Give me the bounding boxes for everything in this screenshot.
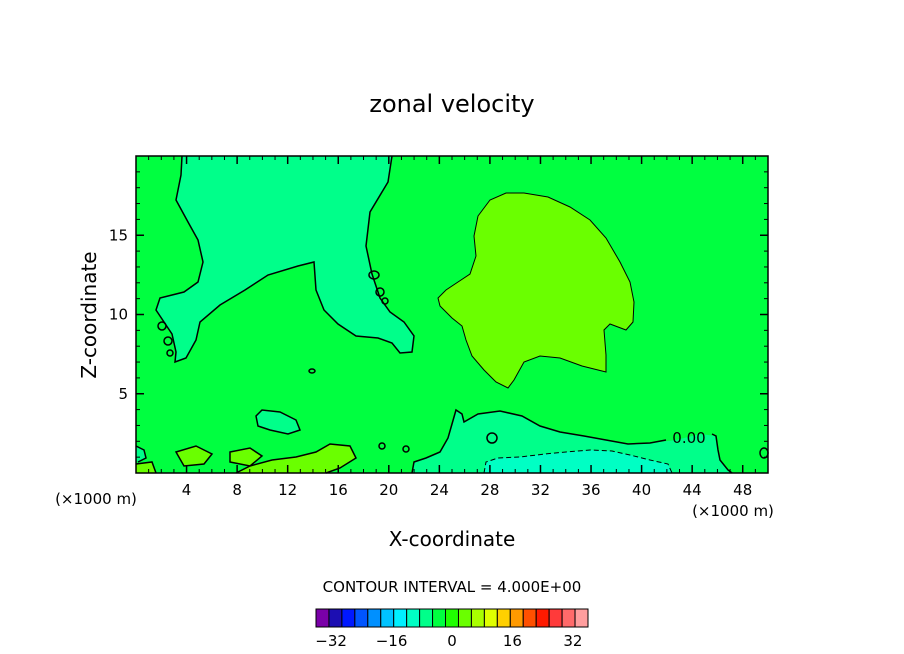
y-axis-title: Z-coordinate: [77, 251, 101, 378]
colorbar-swatch: [483, 608, 498, 628]
y-tick-label: 15: [109, 226, 128, 244]
y-axis: 5 10 15: [109, 171, 768, 458]
x-tick-label: 44: [683, 481, 702, 499]
x-tick-label: 32: [531, 481, 550, 499]
colorbar-swatch: [574, 608, 589, 628]
x-axis: 4 8 12 16 20 24 28 32 36 40 44 48: [148, 156, 756, 499]
colorbar-swatch: [522, 608, 537, 628]
colorbar-swatch: [354, 608, 369, 628]
region-surface-positive-patch: [236, 444, 356, 473]
contour-label: 0.00: [672, 429, 705, 447]
colorbar-tick-label: 16: [503, 632, 522, 650]
x-tick-label: 16: [329, 481, 348, 499]
contour-line-zero: [711, 433, 733, 474]
y-tick-label: 5: [118, 385, 128, 403]
contour-eddy: [166, 349, 174, 357]
colorbar-swatch: [457, 608, 472, 628]
region-surface-positive-patch: [136, 462, 156, 473]
colorbar-swatch: [380, 608, 395, 628]
x-tick-label: 4: [182, 481, 192, 499]
colorbar-tick-label: 32: [563, 632, 582, 650]
colorbar-swatch: [393, 608, 408, 628]
x-tick-label: 8: [232, 481, 242, 499]
contour-eddy: [402, 445, 410, 453]
contour-line-negative: [483, 449, 673, 474]
x-tick-label: 28: [480, 481, 499, 499]
region-upper-left-negative: [136, 156, 414, 362]
region-central-positive: [438, 193, 634, 388]
contour-eddy: [157, 321, 167, 331]
contour-eddy: [368, 270, 380, 280]
x-axis-title: X-coordinate: [389, 527, 516, 551]
contour-eddy: [375, 287, 385, 297]
contour-line-zero: [135, 443, 357, 474]
x-unit-label-left: (×1000 m): [55, 490, 137, 508]
colorbar-swatch: [470, 608, 485, 628]
x-tick-label: 24: [430, 481, 449, 499]
contour-eddy: [163, 336, 173, 346]
colorbar-swatch: [445, 608, 459, 628]
contour-line-zero: [437, 192, 635, 389]
x-tick-label: 20: [379, 481, 398, 499]
region-surface-positive-patch: [230, 448, 262, 466]
colorbar-swatch: [419, 608, 434, 628]
colorbar-swatch: [328, 608, 343, 628]
colorbar-swatch: [341, 608, 356, 628]
colorbar-swatch: [509, 608, 524, 628]
contour-eddy: [486, 432, 498, 444]
chart-title: zonal velocity: [369, 90, 534, 118]
contour-eddy: [381, 297, 389, 305]
colorbar-ticks: −32 −16 0 16 32: [315, 632, 582, 650]
contour-interval-text: CONTOUR INTERVAL = 4.000E+00: [323, 578, 582, 596]
colorbar-swatch: [496, 608, 511, 628]
colorbar-swatch: [367, 608, 382, 628]
contour-line-zero: [255, 409, 301, 435]
colorbar-swatch: [548, 608, 563, 628]
region-near-surface-negative: [412, 410, 732, 473]
contour-line-zero: [155, 155, 415, 364]
colorbar-tick-label: −16: [376, 632, 408, 650]
contour-lines: [135, 155, 769, 474]
y-tick-label: 10: [109, 306, 128, 324]
colorbar-swatch: [432, 608, 447, 628]
x-tick-label: 48: [733, 481, 752, 499]
contour-field: [136, 156, 768, 473]
colorbar: [315, 608, 589, 628]
colorbar-tick-label: −32: [315, 632, 347, 650]
contour-eddy: [308, 368, 316, 374]
region-small-negative-patch: [256, 410, 300, 434]
region-surface-positive-patch: [176, 446, 212, 466]
colorbar-tick-label: 0: [447, 632, 457, 650]
contour-eddy: [378, 442, 386, 450]
colorbar-swatch: [315, 608, 330, 628]
x-tick-label: 40: [632, 481, 651, 499]
colorbar-swatch: [406, 608, 421, 628]
x-unit-label-right: (×1000 m): [692, 502, 774, 520]
contour-line-zero: [411, 408, 667, 474]
colorbar-swatch: [535, 608, 550, 628]
x-tick-label: 12: [278, 481, 297, 499]
x-tick-label: 36: [581, 481, 600, 499]
colorbar-swatch: [561, 608, 576, 628]
